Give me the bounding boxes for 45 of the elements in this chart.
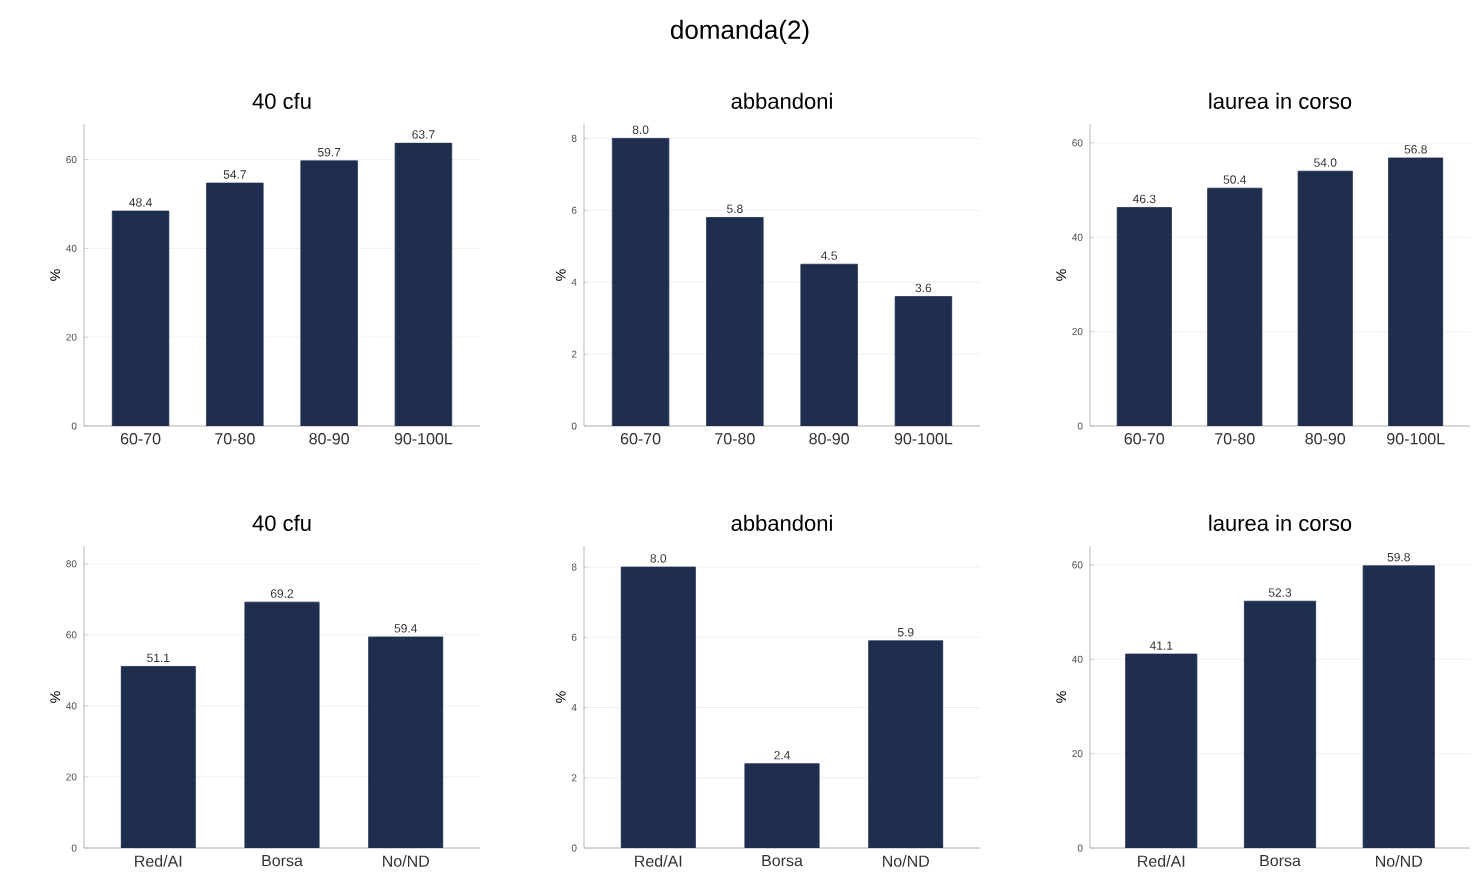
bar: [868, 640, 944, 848]
chart-title: laurea in corso: [1209, 514, 1352, 531]
bar: [1297, 170, 1353, 426]
x-tick-label: 80-90: [309, 433, 349, 445]
x-tick-label: Borsa: [262, 855, 303, 867]
x-tick-label: 90-100L: [1387, 433, 1445, 445]
x-tick-label: 70-80: [215, 433, 255, 445]
bar: [1388, 157, 1444, 426]
x-tick-label: 70-80: [1215, 433, 1255, 445]
chart-title: abbandoni: [731, 514, 832, 531]
bar: [120, 666, 196, 848]
bar: [394, 142, 453, 426]
bar: [1207, 187, 1263, 426]
x-tick-label: 60-70: [120, 433, 161, 445]
bar: [1125, 653, 1198, 848]
x-tick-label: Borsa: [762, 855, 803, 867]
x-tick-label: 80-90: [1305, 433, 1346, 445]
x-tick-label: Borsa: [1260, 855, 1301, 867]
bar: [1116, 207, 1172, 426]
bar: [1362, 565, 1435, 848]
x-tick-label: 60-70: [1124, 433, 1165, 445]
chart-title: 40 cfu: [252, 514, 311, 531]
x-tick-label: Red/AI: [135, 855, 182, 867]
x-tick-label: No/ND: [383, 855, 429, 867]
bar: [620, 566, 696, 848]
bar: [111, 210, 170, 426]
x-tick-label: 70-80: [715, 433, 755, 445]
bar: [368, 636, 444, 848]
x-tick-label: Red/AI: [635, 855, 682, 867]
x-tick-label: No/ND: [1376, 855, 1422, 867]
x-tick-label: No/ND: [883, 855, 929, 867]
chart-title: laurea in corso: [1209, 92, 1352, 109]
x-tick-label: 60-70: [620, 433, 661, 445]
text: domanda(2): [671, 19, 809, 45]
x-tick-label: 90-100L: [894, 433, 953, 445]
x-tick-label: Red/AI: [1138, 855, 1185, 867]
bar: [1243, 600, 1317, 848]
bar: [206, 182, 264, 426]
bar: [744, 763, 820, 848]
chart-title: abbandoni: [731, 92, 832, 109]
x-tick-label: 80-90: [809, 433, 849, 445]
bar: [244, 601, 320, 848]
chart-title: 40 cfu: [252, 92, 311, 109]
bar: [300, 160, 358, 426]
x-tick-label: 90-100L: [394, 433, 453, 445]
